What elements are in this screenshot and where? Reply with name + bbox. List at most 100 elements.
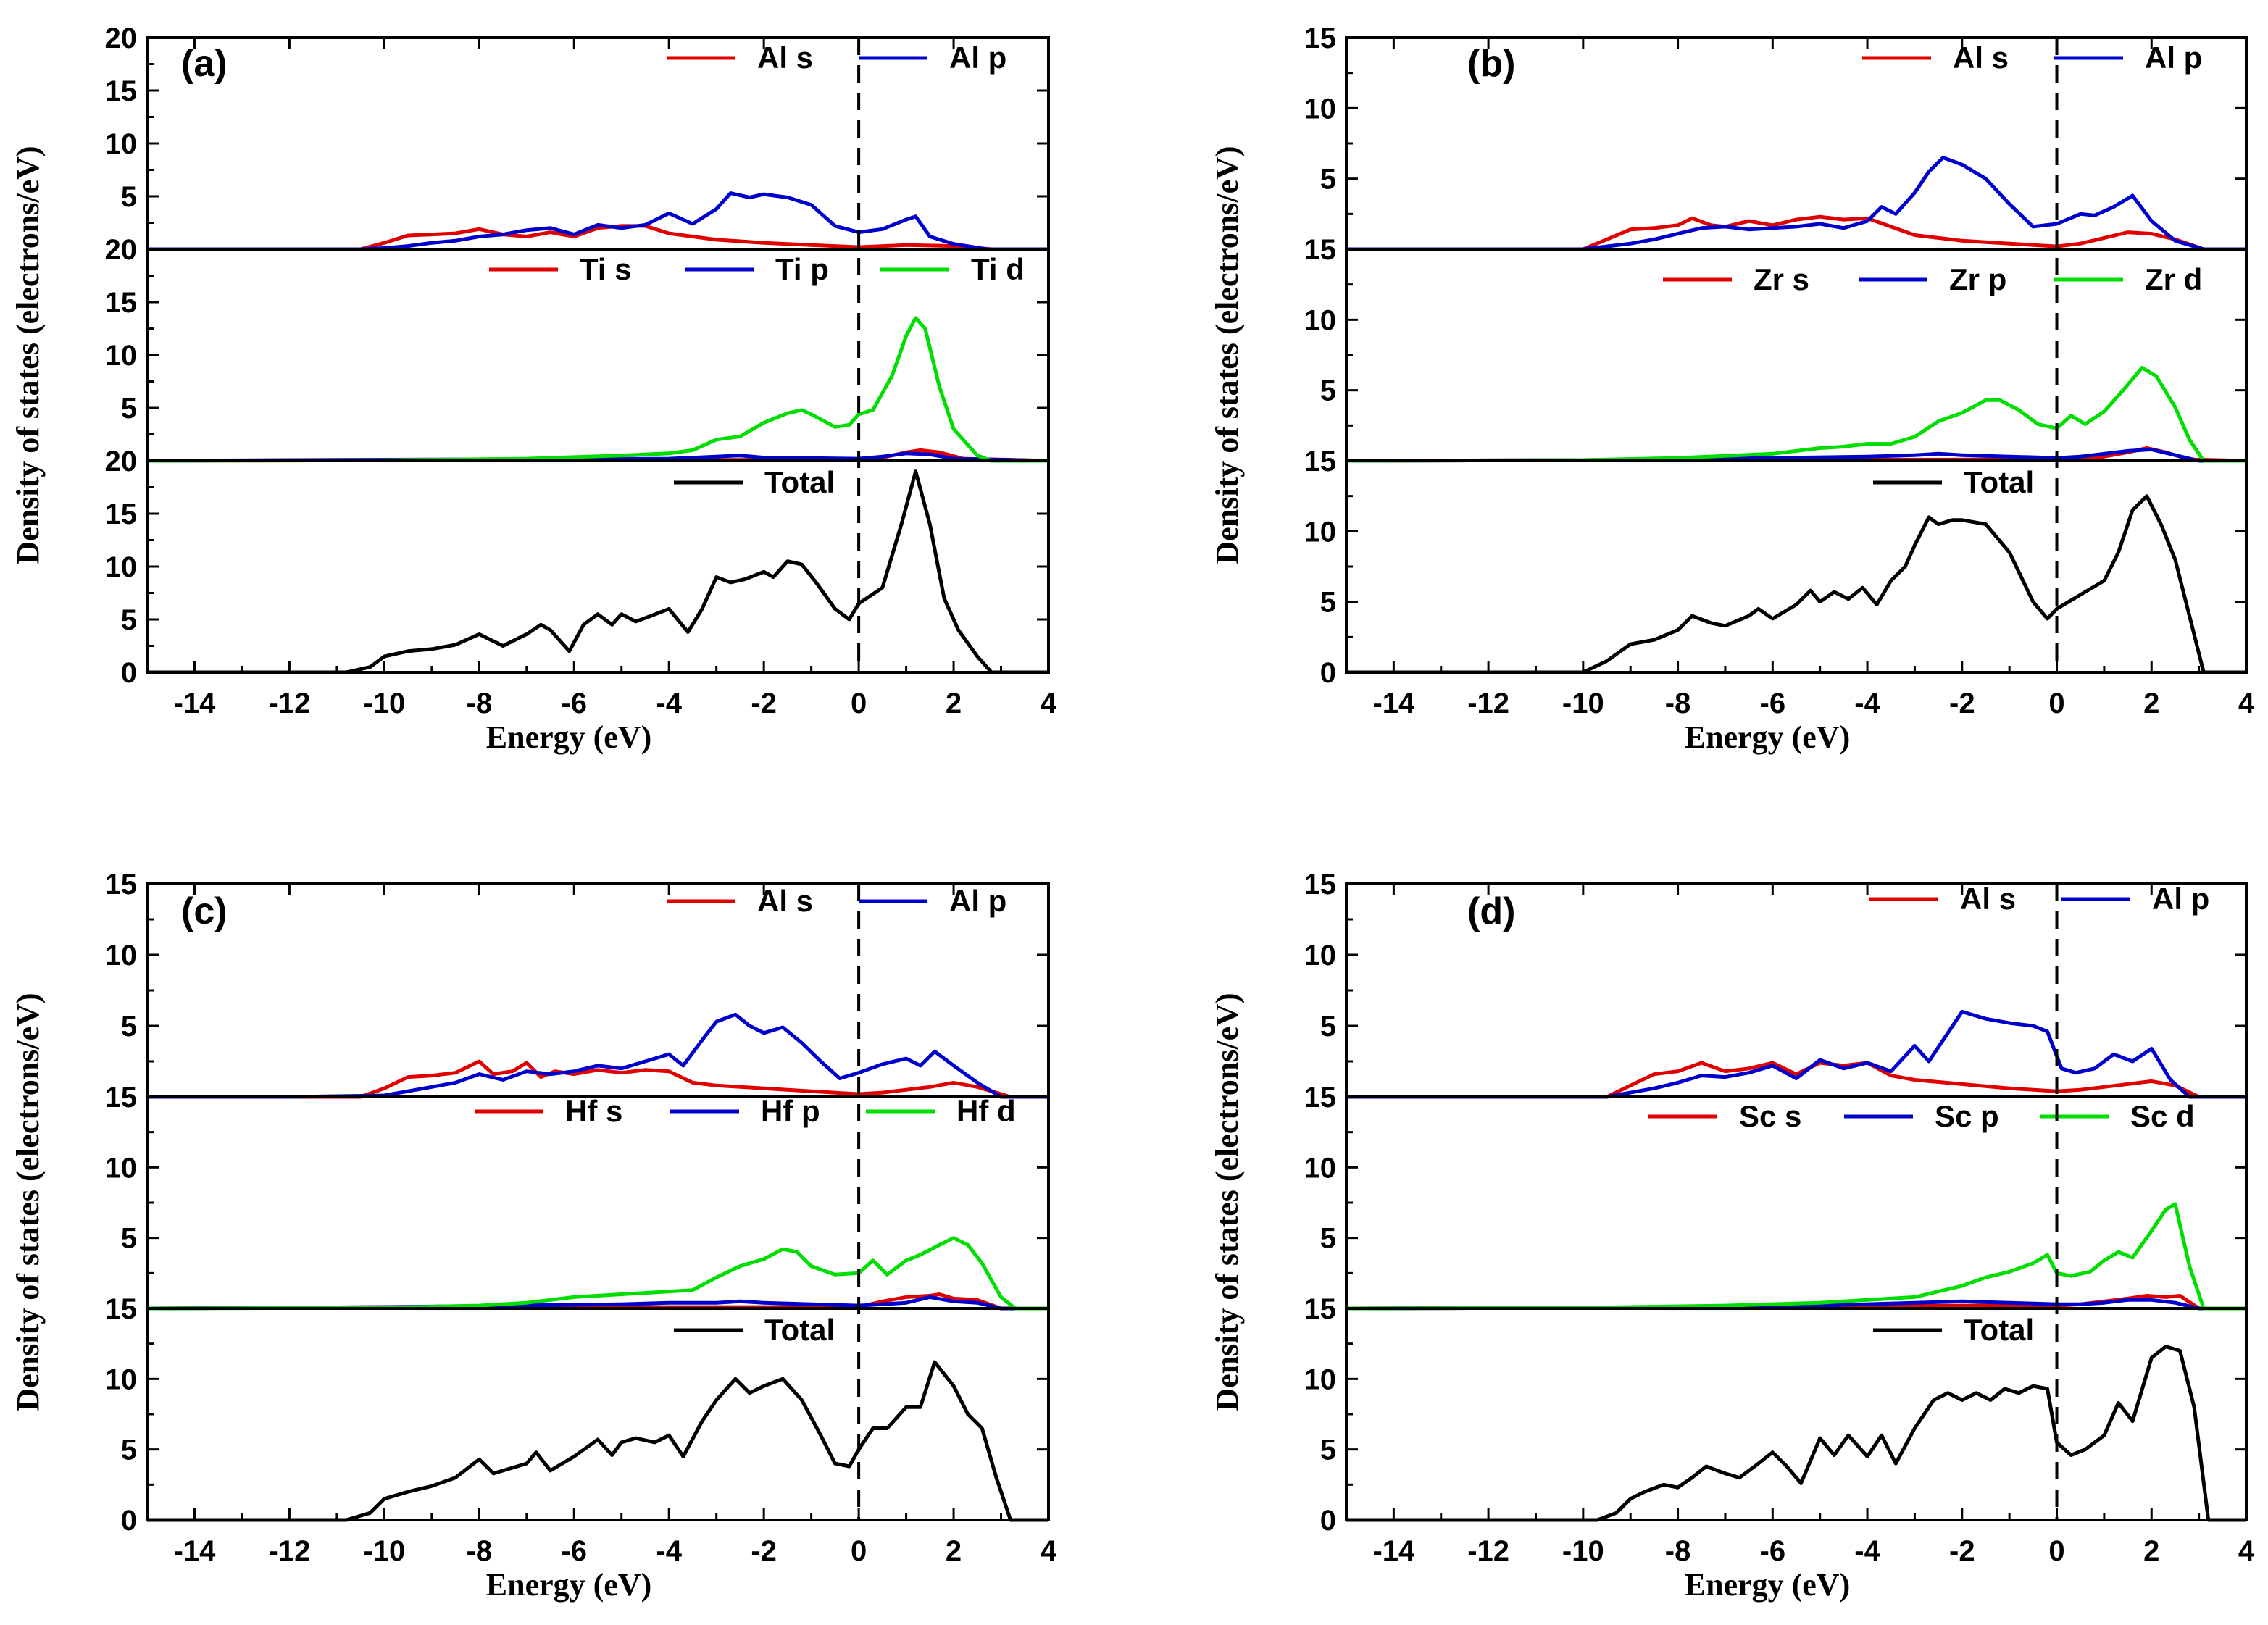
panel-label: (b) xyxy=(1467,43,1515,85)
x-tick-label: 4 xyxy=(1041,688,1057,719)
y-tick-label: 10 xyxy=(1304,1152,1337,1184)
y-tick-label: 15 xyxy=(105,287,138,319)
series-line-zr-d xyxy=(1346,366,2246,463)
y-tick-label: 5 xyxy=(121,181,137,213)
y-tick-label: 15 xyxy=(105,1293,138,1325)
y-tick-label: 15 xyxy=(1304,22,1337,54)
legend-label: Sc d xyxy=(2130,1099,2195,1133)
legend-label: Zr d xyxy=(2145,262,2202,296)
series-line-al-p xyxy=(147,1012,1048,1099)
y-tick-label: 15 xyxy=(105,75,138,107)
y-tick-label: 20 xyxy=(105,446,138,477)
y-tick-label: 5 xyxy=(1320,375,1336,407)
x-tick-label: 2 xyxy=(2143,688,2159,719)
legend-label: Zr p xyxy=(1949,262,2006,296)
x-tick-label: -2 xyxy=(751,688,777,719)
series-line-al-p xyxy=(1346,156,2246,251)
x-axis-title: Energy (eV) xyxy=(1685,719,1851,755)
y-tick-label: 0 xyxy=(1320,657,1336,689)
y-tick-label: 10 xyxy=(105,340,138,372)
x-tick-label: 0 xyxy=(851,688,867,719)
series-line-al-s xyxy=(147,224,1048,251)
series-line-hf-p xyxy=(146,1295,1048,1311)
x-axis-title: Energy (eV) xyxy=(1685,1567,1851,1603)
x-tick-label: -6 xyxy=(1760,1535,1786,1567)
x-tick-label: -6 xyxy=(561,1535,587,1567)
x-tick-label: -10 xyxy=(363,688,405,719)
series-line-total xyxy=(1346,1345,2246,1522)
x-tick-label: -14 xyxy=(1372,1535,1415,1567)
x-tick-label: -12 xyxy=(1467,688,1509,719)
legend-label: Al s xyxy=(1960,882,2016,916)
y-tick-label: 15 xyxy=(105,1082,138,1114)
x-tick-label: -12 xyxy=(1467,1535,1509,1567)
legend-label: Total xyxy=(764,465,835,499)
series-line-total xyxy=(1346,494,2246,674)
y-tick-label: 10 xyxy=(105,1363,138,1395)
series-line-sc-p xyxy=(1346,1298,2246,1311)
x-tick-label: 4 xyxy=(2238,1535,2255,1567)
legend-label: Al p xyxy=(2145,41,2202,75)
x-tick-label: -2 xyxy=(1949,1535,1975,1567)
plot-frame xyxy=(146,882,1050,1521)
series-line-hf-d xyxy=(146,1236,1048,1311)
y-tick-label: 10 xyxy=(105,551,138,583)
legend-label: Hf s xyxy=(565,1094,622,1128)
x-tick-label: -6 xyxy=(1760,688,1786,719)
panel-label: (a) xyxy=(181,43,228,85)
legend-label: Total xyxy=(1964,1313,2034,1347)
y-tick-label: 10 xyxy=(105,1152,138,1184)
y-tick-label: 15 xyxy=(1304,234,1337,266)
series-line-total xyxy=(147,469,1048,674)
x-tick-label: -14 xyxy=(174,1535,217,1567)
legend-label: Hf p xyxy=(761,1094,820,1128)
y-tick-label: 5 xyxy=(121,1011,137,1043)
legend-label: Al s xyxy=(757,884,813,918)
legend-label: Al s xyxy=(757,41,813,75)
legend-label: Al p xyxy=(949,884,1006,918)
legend-label: Hf d xyxy=(956,1094,1016,1128)
y-tick-label: 5 xyxy=(121,1223,137,1255)
x-tick-label: -4 xyxy=(656,1535,682,1567)
plot-frame xyxy=(1345,882,2248,1521)
x-tick-label: 0 xyxy=(2048,1535,2064,1567)
legend-label: Ti p xyxy=(775,252,829,286)
y-tick-label: 5 xyxy=(1320,1434,1336,1466)
series-line-al-s xyxy=(1346,214,2246,251)
series-line-sc-d xyxy=(1346,1202,2246,1311)
legend-label: Ti s xyxy=(580,252,632,286)
plot-frame xyxy=(146,36,1050,674)
y-tick-label: 10 xyxy=(1304,940,1337,972)
x-tick-label: 2 xyxy=(946,688,962,719)
x-tick-label: -6 xyxy=(561,688,587,719)
x-tick-label: 4 xyxy=(1041,1535,1057,1567)
x-tick-label: 4 xyxy=(2238,688,2255,719)
x-tick-label: -8 xyxy=(1665,688,1691,719)
x-tick-label: -14 xyxy=(174,688,217,719)
y-tick-label: 20 xyxy=(105,234,138,266)
x-tick-label: 0 xyxy=(2048,688,2064,719)
x-tick-label: 2 xyxy=(2143,1535,2159,1567)
x-tick-label: -10 xyxy=(1562,688,1604,719)
legend-label: Sc p xyxy=(1935,1099,1999,1133)
x-axis-title: Energy (eV) xyxy=(486,719,652,755)
x-tick-label: -8 xyxy=(467,1535,493,1567)
series-line-total xyxy=(147,1360,1048,1522)
series-line-al-s xyxy=(147,1059,1048,1099)
y-axis-title: Density of states (electrons/eV) xyxy=(10,146,46,564)
x-tick-label: -4 xyxy=(656,688,682,719)
x-axis-title: Energy (eV) xyxy=(486,1567,652,1603)
legend-label: Zr s xyxy=(1754,262,1809,296)
panel-label: (c) xyxy=(181,890,228,932)
y-tick-label: 5 xyxy=(1320,587,1336,619)
x-tick-label: -2 xyxy=(1949,688,1975,719)
legend-label: Sc s xyxy=(1739,1099,1801,1133)
legend-label: Total xyxy=(1964,465,2034,499)
y-tick-label: 0 xyxy=(121,1505,137,1537)
series-line-ti-p xyxy=(146,451,1049,463)
x-tick-label: -12 xyxy=(269,1535,311,1567)
series-line-zr-p xyxy=(1346,447,2246,463)
